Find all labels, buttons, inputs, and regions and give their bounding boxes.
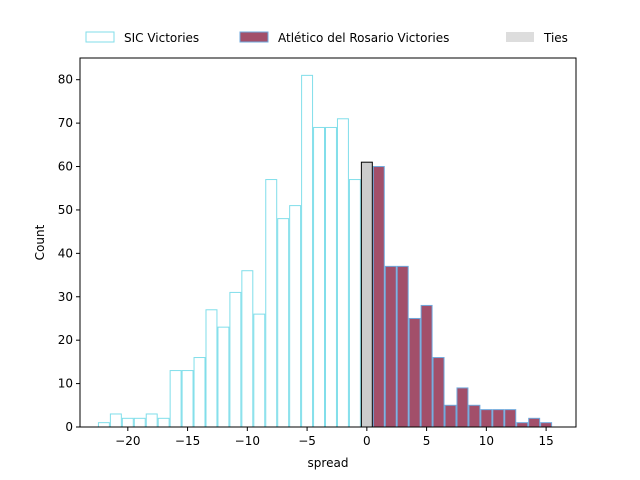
bar [516, 422, 529, 428]
bar [480, 409, 493, 428]
legend: SIC Victories Atlético del Rosario Victor… [85, 31, 568, 45]
legend-entry-2: Ties [506, 31, 568, 45]
legend-label: Atlético del Rosario Victories [278, 31, 449, 45]
x-axis-ticks: −20 −15 −10 −5 0 5 10 15 [115, 427, 554, 448]
x-tick-label: 15 [538, 434, 553, 448]
y-tick-label: 30 [58, 290, 73, 304]
bar [504, 409, 517, 428]
bar [360, 161, 373, 428]
legend-swatch [239, 31, 269, 43]
x-axis-label: spread [308, 456, 349, 470]
legend-label: SIC Victories [124, 31, 199, 45]
bar [420, 304, 433, 428]
series-0 [97, 74, 361, 428]
y-tick-label: 80 [58, 73, 73, 87]
legend-swatch [85, 31, 115, 43]
bar [408, 317, 421, 428]
y-tick-label: 40 [58, 246, 73, 260]
bar [396, 265, 409, 428]
bar [372, 166, 385, 428]
y-tick-label: 20 [58, 333, 73, 347]
bar [528, 417, 541, 428]
y-tick-label: 0 [65, 420, 73, 434]
series-1 [372, 166, 553, 428]
y-axis-label: Count [33, 224, 47, 260]
bar [456, 387, 469, 428]
y-tick-label: 50 [58, 203, 73, 217]
legend-swatch [506, 32, 534, 42]
series-2 [360, 161, 373, 428]
x-tick-label: −10 [235, 434, 260, 448]
x-tick-label: 0 [363, 434, 371, 448]
legend-label: Ties [543, 31, 568, 45]
legend-entry-0: SIC Victories [85, 31, 199, 45]
x-tick-label: −5 [298, 434, 316, 448]
y-tick-label: 10 [58, 377, 73, 391]
y-tick-label: 70 [58, 116, 73, 130]
x-tick-label: 5 [423, 434, 431, 448]
x-tick-label: −20 [115, 434, 140, 448]
bar [540, 422, 553, 428]
y-axis-ticks: 0 10 20 30 40 50 60 70 80 [58, 73, 80, 434]
bars-layer [97, 74, 553, 428]
bar [432, 357, 445, 428]
y-tick-label: 60 [58, 160, 73, 174]
axes-frame [79, 57, 577, 428]
bar [468, 404, 481, 428]
bar [492, 409, 505, 428]
legend-entry-1: Atlético del Rosario Victories [239, 31, 449, 45]
bar [384, 265, 397, 428]
bar [444, 404, 457, 428]
x-tick-label: −15 [175, 434, 200, 448]
x-tick-label: 10 [479, 434, 494, 448]
